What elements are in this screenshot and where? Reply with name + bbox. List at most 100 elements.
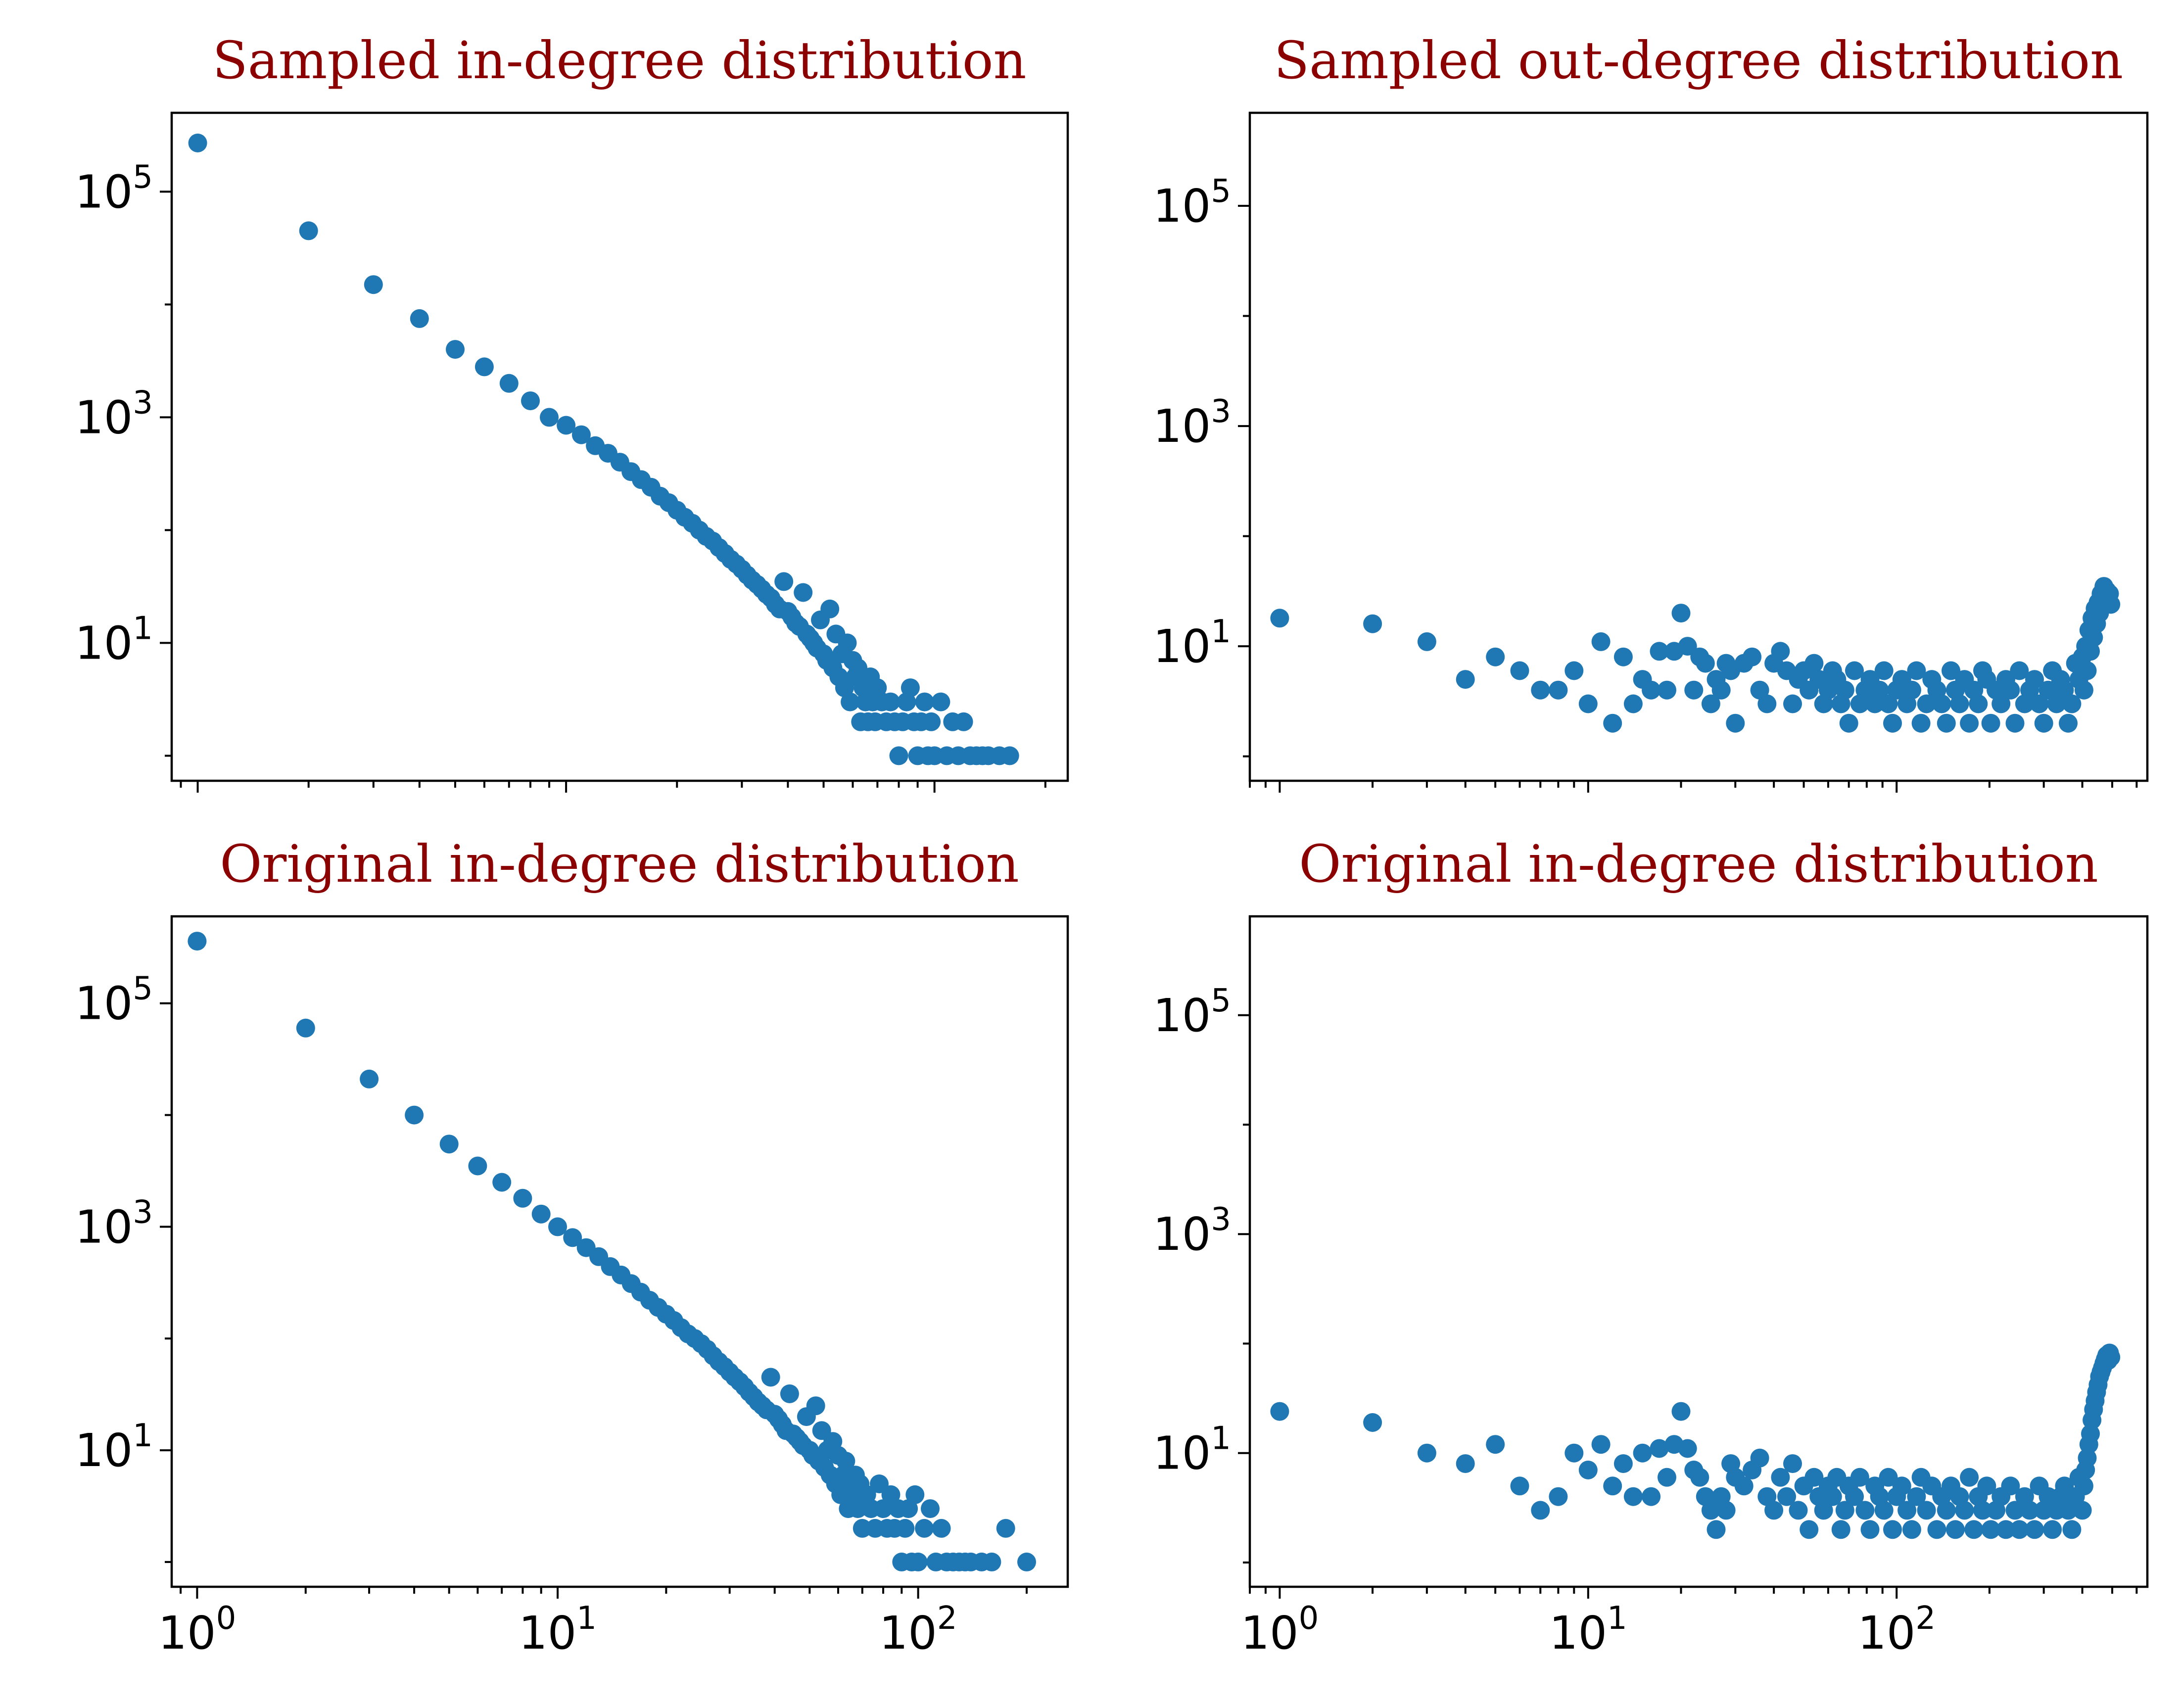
data-point: [571, 425, 591, 444]
data-point: [1960, 713, 1979, 733]
data-point: [1845, 1487, 1864, 1506]
data-point: [2062, 1520, 2082, 1539]
data-point: [1835, 680, 1854, 700]
data-point: [931, 692, 950, 712]
data-point: [1800, 1520, 1819, 1539]
data-point: [1977, 1476, 1996, 1496]
data-point: [1945, 1520, 1965, 1539]
data-point: [1650, 642, 1669, 661]
data-point: [2101, 1348, 2121, 1367]
data-point: [1456, 670, 1475, 689]
data-point: [2030, 694, 2049, 713]
data-point: [1892, 1476, 1911, 1496]
subplot-2: Sampled out-degree distribution 101 103 105: [1153, 30, 2149, 793]
data-point: [1734, 1476, 1754, 1496]
data-point: [1549, 1487, 1568, 1506]
data-point: [1531, 680, 1550, 700]
data-point: [2055, 680, 2074, 700]
x-tick-label: 100: [158, 1600, 237, 1660]
y-tick-label: 101: [75, 610, 153, 669]
data-point: [1701, 694, 1720, 713]
data-point: [2081, 1424, 2100, 1443]
data-point: [439, 1135, 459, 1154]
data-point: [1907, 661, 1926, 680]
data-point: [1417, 632, 1436, 651]
data-point: [1870, 680, 1889, 700]
data-point: [1996, 1520, 2015, 1539]
data-point: [1937, 1501, 1956, 1520]
data-point: [915, 1518, 934, 1538]
data-point: [899, 1499, 918, 1518]
data-point: [410, 309, 429, 328]
data-point: [1783, 1454, 1802, 1473]
data-point: [1950, 694, 1969, 713]
data-point: [896, 1518, 915, 1538]
data-point: [563, 1228, 582, 1247]
data-point: [1363, 614, 1382, 633]
data-point: [513, 1188, 532, 1208]
axes-frame: [1248, 915, 2149, 1588]
data-point: [1855, 1501, 1875, 1520]
data-point: [1964, 1520, 1984, 1539]
data-point: [446, 340, 465, 359]
data-point: [1270, 609, 1289, 628]
data-point: [521, 391, 540, 411]
y-tick-label: 101: [75, 1418, 153, 1477]
data-point: [841, 692, 860, 712]
data-point: [922, 712, 941, 731]
data-point: [1777, 1487, 1796, 1506]
data-point: [1578, 1461, 1598, 1479]
data-point: [1757, 694, 1777, 713]
data-point: [1711, 680, 1731, 700]
data-points: [188, 932, 1036, 1571]
data-point: [1623, 694, 1643, 713]
data-point: [1486, 647, 1505, 666]
data-point: [794, 583, 813, 602]
data-point: [836, 1452, 855, 1471]
data-point: [1642, 680, 1661, 700]
data-point: [915, 692, 934, 712]
data-point: [901, 678, 920, 698]
data-point: [1017, 1552, 1036, 1571]
data-point: [774, 572, 794, 591]
data-point: [1750, 1448, 1769, 1468]
data-point: [806, 1396, 825, 1416]
y-tick-label: 105: [75, 159, 153, 218]
y-tick-label: 103: [1153, 393, 1231, 453]
data-point: [1771, 642, 1790, 661]
data-point: [1270, 1402, 1289, 1421]
data-point: [1850, 1468, 1869, 1487]
data-point: [1613, 647, 1633, 666]
data-point: [881, 1485, 901, 1504]
subplot-title: Sampled out-degree distribution: [1274, 30, 2123, 91]
data-point: [1591, 1435, 1611, 1454]
data-point: [1678, 1439, 1697, 1458]
data-point: [1456, 1454, 1475, 1473]
data-point: [2101, 595, 2121, 614]
data-point: [2078, 1448, 2097, 1468]
data-point: [1658, 1468, 1676, 1487]
data-point: [881, 692, 900, 712]
data-point: [1831, 1520, 1850, 1539]
y-tick-label: 103: [1153, 1201, 1231, 1261]
data-point: [2025, 670, 2044, 689]
y-tick-label: 105: [1153, 173, 1231, 233]
data-point: [1845, 661, 1864, 680]
data-point: [853, 1518, 872, 1538]
data-point: [468, 1156, 487, 1176]
data-points: [188, 134, 1019, 765]
data-point: [1771, 1468, 1790, 1487]
data-point: [897, 692, 916, 712]
data-point: [2001, 680, 2020, 700]
data-point: [2001, 1476, 2020, 1496]
data-point: [1917, 694, 1936, 713]
data-point: [761, 1368, 780, 1387]
data-point: [780, 1384, 799, 1403]
data-point: [1981, 713, 2000, 733]
data-point: [492, 1173, 512, 1192]
data-point: [1743, 647, 1762, 666]
subplot-title: Sampled in-degree distribution: [212, 30, 1026, 91]
data-points: [1270, 1343, 2121, 1539]
data-point: [820, 599, 840, 618]
subplot-4: Original in-degree distribution 100 101 102…: [1153, 834, 2149, 1660]
